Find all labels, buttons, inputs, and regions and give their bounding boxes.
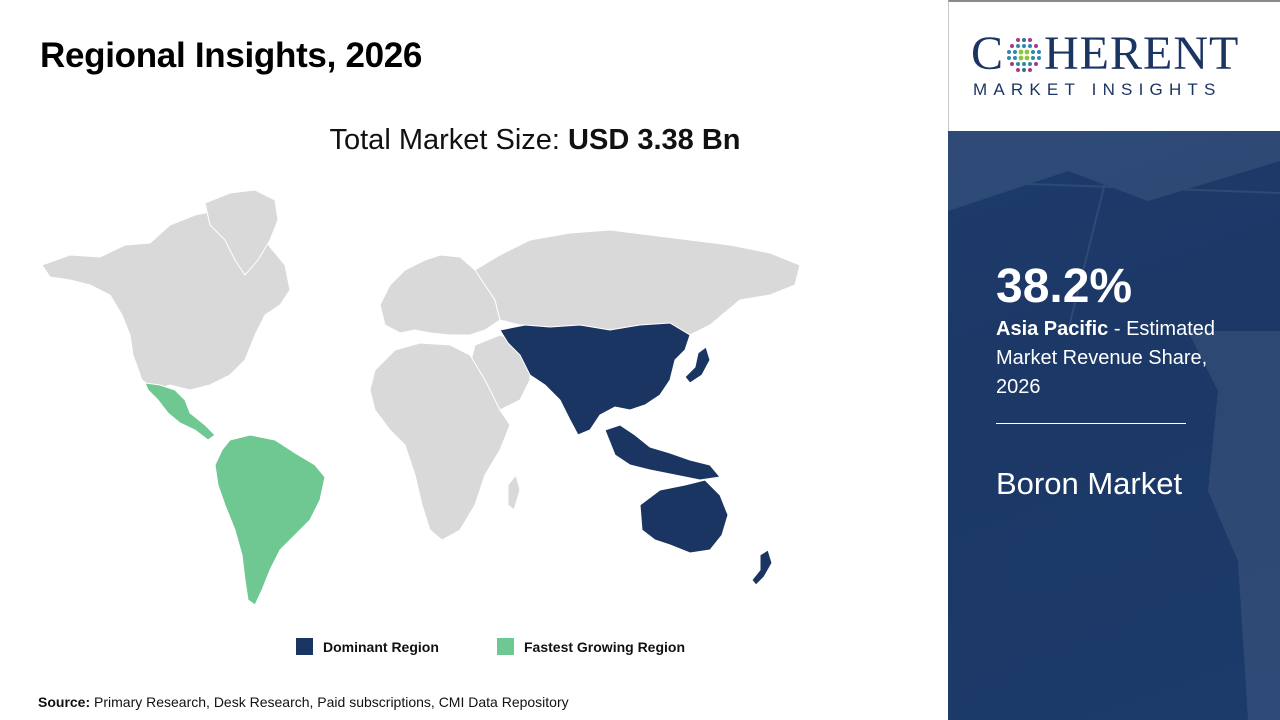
market-name: Boron Market [996,466,1183,501]
stat-card: 38.2% Asia Pacific - Estimated Market Re… [948,131,1280,720]
legend-swatch-dominant [296,638,313,655]
background-map-texture [948,131,1280,720]
legend-item-fastest-growing: Fastest Growing Region [497,638,685,655]
insight-panel: C HERENT MARKET INSIGHTS [948,0,1280,720]
share-description: Asia Pacific - Estimated Market Revenue … [996,315,1246,402]
globe-dots-icon [1005,35,1043,73]
world-map [30,185,830,625]
source-note: Source: Primary Research, Desk Research,… [38,694,569,710]
page-title: Regional Insights, 2026 [40,36,423,75]
share-percent: 38.2% [996,260,1133,313]
legend-label-dominant: Dominant Region [323,638,439,655]
legend-swatch-fastest-growing [497,638,514,655]
market-size-label: Total Market Size: [329,124,560,156]
map-region-australia [639,479,729,554]
map-region-japan [684,346,711,384]
share-desc-text: - Estimated Market Revenue Share, 2026 [996,318,1215,398]
share-region: Asia Pacific [996,318,1109,340]
logo-letter-c: C [971,27,1005,80]
map-region-mexico-central-america [144,382,216,441]
market-size-value: USD 3.38 Bn [568,124,741,156]
source-text: Primary Research, Desk Research, Paid su… [94,694,569,710]
map-panel: Regional Insights, 2026 Total Market Siz… [30,36,830,710]
logo-tagline: MARKET INSIGHTS [973,80,1222,99]
map-region-asia [499,322,691,436]
divider [996,423,1186,424]
legend-item-dominant: Dominant Region [296,638,439,655]
map-region-new-zealand [751,549,773,586]
map-region-north-america [41,209,291,391]
map-region-madagascar [507,473,521,511]
map-region-russia [474,229,801,336]
map-region-southeast-asia [604,424,721,481]
map-region-south-america [214,434,326,606]
market-size: Total Market Size: USD 3.38 Bn [0,124,1070,157]
logo-letters-herent: HERENT [1044,27,1240,80]
map-region-africa [369,342,511,541]
company-logo: C HERENT MARKET INSIGHTS [948,0,1280,131]
map-region-greenland [204,189,279,276]
logo-wordmark: C HERENT [971,30,1239,78]
source-label: Source: [38,694,91,710]
legend-label-fastest-growing: Fastest Growing Region [524,638,686,655]
